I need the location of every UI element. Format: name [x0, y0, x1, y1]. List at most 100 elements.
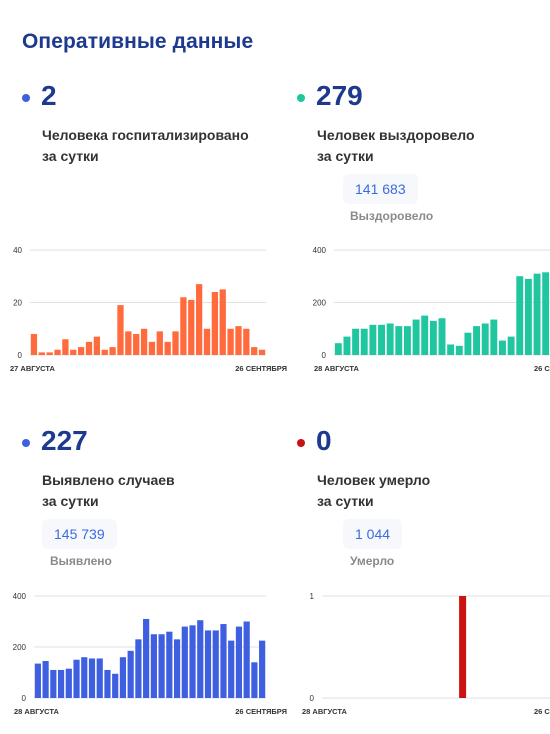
chart-bar [181, 626, 188, 698]
chart-bar [360, 328, 368, 355]
chart-bar [473, 326, 481, 355]
chart-bar [42, 661, 49, 698]
chart-bar [46, 352, 53, 355]
x-start-label: 28 АВГУСТА [14, 707, 60, 716]
card-cases: 227 Выявлено случаев за сутки 145 739 Вы… [0, 345, 287, 716]
cases-total-label: Выявлено [50, 554, 112, 568]
bullet-dot-icon [22, 439, 30, 447]
chart-bar [516, 276, 524, 355]
chart-bar [204, 630, 212, 698]
cases-chart: 0 200 400 28 АВГУСТА 26 СЕНТЯБРЯ [13, 592, 287, 716]
chart-bar [172, 331, 179, 355]
hospitalized-label-line2: за сутки [42, 148, 99, 164]
chart-bar [258, 349, 266, 355]
chart-bar [158, 634, 165, 698]
chart-bar [93, 336, 101, 355]
chart-bar [30, 334, 38, 355]
chart-bar [447, 344, 455, 355]
chart-bar [524, 278, 532, 355]
chart-bar [259, 640, 266, 698]
chart-bar [77, 347, 85, 355]
recovered-total-label: Выздоровело [350, 209, 434, 223]
chart-bar [228, 640, 235, 698]
chart-bar [104, 669, 111, 698]
chart-bar [378, 324, 385, 355]
recovered-total: 141 683 [343, 174, 418, 204]
y-tick-label: 0 [18, 351, 23, 360]
recovered-label-line1: Человек выздоровело [317, 127, 475, 143]
chart-bar [220, 624, 227, 698]
chart-bar [109, 347, 116, 355]
y-tick-label: 200 [13, 643, 27, 652]
chart-bar [65, 668, 72, 698]
cases-label-line2: за сутки [42, 493, 99, 509]
cases-total: 145 739 [42, 519, 117, 549]
x-start-label: 28 АВГУСТА [302, 707, 348, 716]
chart-bar [212, 630, 219, 698]
x-end-label: 26 С [534, 707, 550, 716]
chart-bar [50, 669, 57, 698]
chart-bar [438, 318, 446, 355]
deaths-label-line2: за сутки [317, 493, 374, 509]
chart-bar [251, 347, 258, 355]
chart-bar [189, 625, 196, 698]
chart-bar [403, 326, 411, 355]
chart-bar [235, 626, 243, 698]
y-tick-label: 0 [22, 694, 27, 703]
chart-bar [490, 319, 498, 355]
chart-bar [386, 323, 394, 355]
chart-bar [188, 299, 195, 355]
chart-bar [156, 331, 163, 355]
y-tick-label: 0 [310, 694, 315, 703]
chart-bar [85, 341, 93, 355]
chart-bar [148, 341, 156, 355]
chart-bar [166, 631, 173, 698]
chart-bar [542, 272, 550, 355]
chart-bar [54, 349, 61, 355]
chart-bar [150, 634, 157, 698]
chart-bar [112, 673, 119, 698]
deaths-chart: 0 1 28 АВГУСТА 26 С [302, 592, 550, 716]
chart-bar [334, 343, 342, 355]
y-tick-label: 200 [313, 299, 327, 308]
chart-bar [455, 345, 463, 355]
recovered-chart: 0 200 400 28 АВГУСТА 26 С [313, 246, 550, 373]
chart-bar [481, 323, 489, 355]
bullet-dot-icon [22, 94, 30, 102]
chart-bar [117, 305, 124, 355]
x-end-label: 26 СЕНТЯБРЯ [235, 707, 287, 716]
chart-bar [429, 320, 437, 355]
cases-label-line1: Выявлено случаев [42, 472, 175, 488]
y-tick-label: 0 [322, 351, 327, 360]
chart-bar [62, 339, 69, 355]
chart-bar [369, 324, 377, 355]
chart-bar [135, 639, 142, 698]
chart-bar [197, 620, 204, 698]
chart-bar [164, 341, 171, 355]
y-tick-label: 400 [13, 592, 27, 601]
y-tick-label: 40 [13, 246, 22, 255]
chart-bar [88, 658, 96, 698]
deaths-total-label: Умерло [350, 554, 395, 568]
chart-bar [70, 349, 77, 355]
x-end-label: 26 СЕНТЯБРЯ [235, 364, 287, 373]
chart-bar [243, 328, 250, 355]
chart-bar [140, 328, 148, 355]
recovered-value: 279 [316, 80, 363, 111]
hospitalized-chart: 0 20 40 27 АВГУСТА 26 СЕНТЯБРЯ [10, 246, 287, 373]
y-tick-label: 400 [313, 246, 327, 255]
chart-bar [133, 334, 140, 355]
chart-bar [533, 273, 541, 355]
card-hospitalized: 2 Человека госпитализировано за сутки 0 2… [0, 0, 287, 373]
chart-bar [73, 659, 80, 698]
chart-bar [507, 336, 515, 355]
chart-bar [235, 326, 242, 355]
chart-bar [38, 352, 45, 355]
x-start-label: 28 АВГУСТА [314, 364, 360, 373]
hospitalized-label-line1: Человека госпитализировано [42, 127, 249, 143]
chart-bar [143, 618, 150, 698]
chart-bar [412, 319, 420, 355]
x-start-label: 27 АВГУСТА [10, 364, 56, 373]
chart-bar [395, 326, 403, 355]
chart-bar [243, 621, 250, 698]
